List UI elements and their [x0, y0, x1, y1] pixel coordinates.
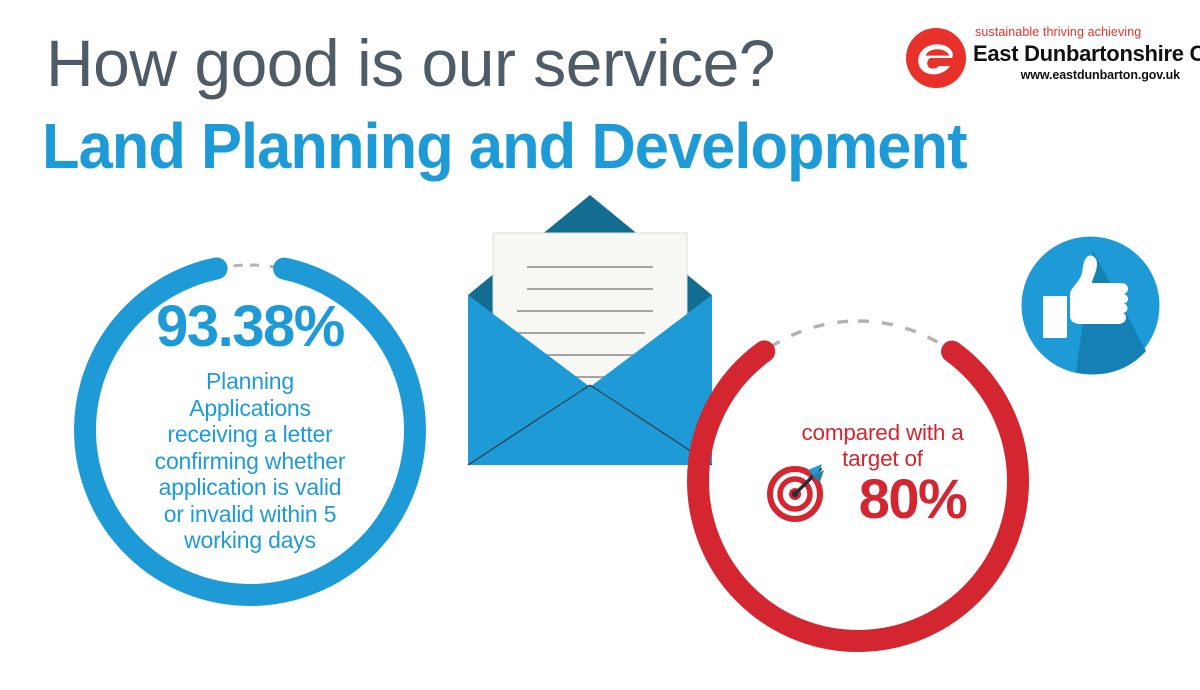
- performance-caption-line: confirming whether: [154, 447, 346, 474]
- performance-caption-line: application is valid: [158, 474, 342, 500]
- target-gauge: [683, 305, 1033, 657]
- performance-gauge-svg: [74, 254, 426, 606]
- envelope-left-panel: [468, 295, 586, 465]
- performance-caption: Planning Applications receiving a letter…: [100, 368, 400, 554]
- performance-caption-line: Applications: [189, 394, 311, 421]
- arrow-fletching-icon: [808, 464, 822, 478]
- page-subtitle: Land Planning and Development: [42, 110, 968, 182]
- performance-caption-line: receiving a letter: [167, 421, 333, 447]
- performance-gauge-remainder: [83, 263, 417, 597]
- council-logo: sustainable thriving achieving East Dunb…: [905, 25, 1200, 93]
- envelope-right-panel: [594, 295, 712, 465]
- arrow-fletching-icon: [812, 470, 824, 482]
- performance-gauge: [55, 232, 445, 628]
- target-caption: compared with a target of: [760, 420, 1005, 472]
- envelope-front-panel: [468, 385, 712, 465]
- performance-caption-line: or invalid within 5: [163, 500, 337, 527]
- target-gauge-value-arc: [687, 310, 1029, 652]
- open-envelope-icon: [467, 195, 713, 466]
- performance-gauge-value-arc: [74, 254, 426, 606]
- council-logo-text: sustainable thriving achieving East Dunb…: [973, 25, 1200, 83]
- target-percent: 80%: [858, 467, 968, 530]
- performance-percent: 93.38%: [156, 294, 345, 359]
- council-logo-mark-icon: [906, 28, 966, 88]
- target-bullseye-icon: [767, 464, 824, 522]
- logo-url: www.eastdunbarton.gov.uk: [1020, 68, 1181, 82]
- logo-tagline: sustainable thriving achieving: [975, 25, 1142, 39]
- performance-caption-line: working days: [184, 527, 316, 553]
- target-gauge-svg: [687, 310, 1029, 652]
- target-stat-block: compared with a target of 80%: [760, 420, 1005, 528]
- thumbs-up-icon: [1021, 236, 1160, 375]
- performance-stat-block: 93.38% Planning Applications receiving a…: [100, 296, 400, 554]
- target-caption-line: target of: [842, 446, 923, 471]
- envelope-letter-lines: [517, 266, 653, 378]
- performance-caption-line: Planning: [206, 368, 294, 394]
- target-caption-line: compared with a: [801, 420, 964, 445]
- page-title: How good is our service?: [46, 26, 776, 100]
- logo-name: East Dunbartonshire Council: [973, 41, 1200, 66]
- thumbs-up-hand: [1043, 255, 1128, 338]
